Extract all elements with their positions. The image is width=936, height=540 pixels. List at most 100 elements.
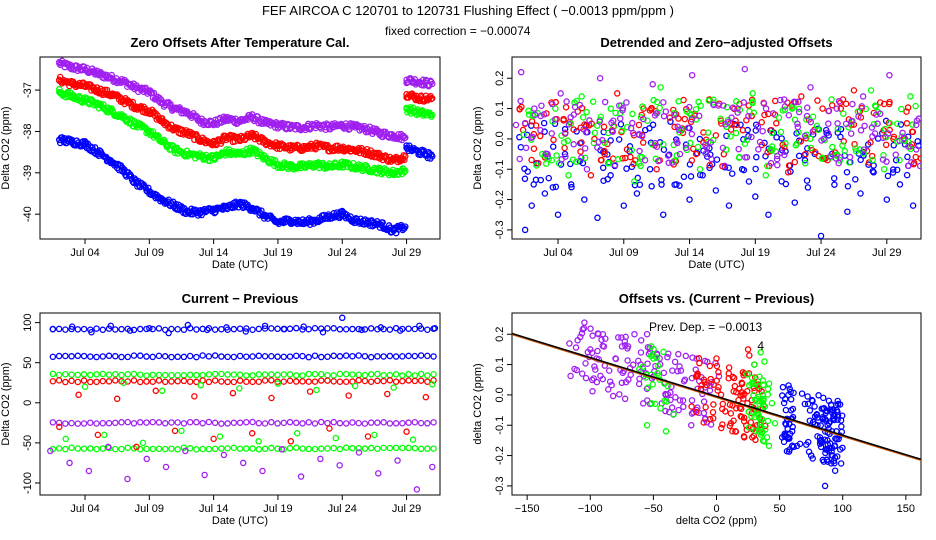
data-point-purple: [297, 473, 305, 480]
series-point-red: [706, 362, 714, 370]
series-point-purple: [578, 154, 585, 161]
band-point: [411, 444, 419, 452]
series-point-blue: [642, 126, 649, 134]
band-point: [211, 370, 219, 378]
data-point-blue: [377, 221, 385, 228]
band-point: [380, 353, 387, 360]
x-tick-label: Jul 29: [872, 247, 901, 259]
data-point-blue: [146, 188, 153, 195]
series-point-red: [707, 375, 714, 383]
band-point: [186, 352, 194, 360]
band-point: [218, 445, 225, 452]
data-point-red: [68, 80, 76, 88]
series-point-purple: [824, 129, 832, 137]
band-point: [118, 371, 125, 379]
data-point-red: [403, 428, 410, 435]
plot-area: [56, 57, 436, 237]
series-point-blue: [617, 121, 625, 128]
band-point: [305, 353, 312, 361]
data-point-red: [158, 117, 166, 125]
band-point: [99, 370, 107, 378]
series-point-blue: [599, 164, 607, 172]
x-tick-label: Jul 29: [392, 503, 421, 515]
chart-detrended: Detrended and Zero−adjusted Offsets Jul 0…: [472, 35, 922, 271]
series-point-purple: [674, 123, 681, 130]
x-tick-label: Jul 29: [392, 247, 421, 259]
data-point-red: [248, 430, 256, 437]
series-point-red: [562, 103, 570, 111]
series-point-blue: [781, 431, 789, 439]
series-point-green: [748, 380, 755, 388]
data-point-blue: [396, 327, 404, 334]
series-point-green: [795, 105, 803, 112]
series-point-blue: [821, 436, 829, 443]
data-point-purple: [688, 71, 696, 79]
band-point: [99, 377, 107, 385]
band-point: [342, 352, 350, 359]
data-point-blue: [817, 232, 825, 239]
data-point-purple: [403, 76, 410, 84]
series-point-purple: [627, 371, 634, 378]
series-point-purple: [643, 385, 651, 393]
data-point-red: [692, 150, 700, 158]
data-point-purple: [287, 124, 295, 131]
data-point-red: [837, 105, 845, 112]
band-point: [93, 325, 100, 332]
data-point-green: [757, 349, 764, 356]
data-point-green: [650, 355, 657, 362]
data-point-purple: [820, 135, 827, 143]
data-point-red: [732, 428, 739, 435]
series-point-purple: [582, 360, 589, 367]
data-point-purple: [624, 343, 632, 350]
chart-title: Offsets vs. (Current − Previous): [619, 291, 814, 306]
data-point-blue: [725, 202, 733, 209]
data-point-blue: [567, 181, 575, 188]
data-point-green: [248, 146, 256, 154]
series-point-green: [581, 154, 589, 162]
data-point-blue: [819, 415, 826, 423]
series-point-purple: [538, 102, 545, 109]
series-point-purple: [563, 98, 570, 105]
band-point: [130, 370, 138, 378]
series-point-red: [372, 150, 379, 158]
series-point-purple: [781, 103, 789, 110]
band-point: [386, 371, 394, 379]
band-point: [199, 352, 206, 359]
band-point: [87, 378, 94, 386]
band-point: [324, 325, 331, 332]
data-point-green: [158, 387, 166, 395]
y-tick-label: -40: [22, 206, 34, 222]
data-point-blue: [403, 144, 410, 152]
series-point-purple: [849, 100, 856, 108]
series-point-blue: [706, 144, 713, 152]
data-point-blue: [821, 482, 829, 490]
series-point-green: [694, 143, 702, 151]
series-point-purple: [588, 349, 596, 357]
band-point: [311, 420, 319, 427]
series-point-green: [393, 167, 401, 175]
series-point-green: [673, 152, 681, 159]
series-point-blue: [789, 423, 796, 431]
data-point-purple: [544, 150, 551, 158]
series-point-purple: [777, 96, 784, 104]
band-point: [130, 326, 138, 334]
band-point: [174, 446, 181, 453]
series-point-green: [840, 110, 847, 117]
fit-line-secondary: [512, 333, 921, 462]
series-point-blue: [778, 135, 785, 142]
band-point: [243, 445, 250, 452]
band-point: [186, 371, 194, 379]
data-point-red: [403, 90, 410, 98]
series-point-red: [706, 162, 713, 169]
y-tick-label: -39: [22, 165, 34, 181]
series-point-green: [807, 135, 814, 143]
series-point-green: [723, 103, 731, 111]
band-point: [399, 377, 406, 385]
series-point-purple: [522, 119, 529, 127]
series-point-blue: [781, 395, 789, 403]
series-point-blue: [561, 125, 569, 133]
band-point: [424, 420, 431, 427]
band-point: [274, 371, 281, 379]
band-point: [93, 353, 100, 361]
series-point-red: [709, 409, 717, 416]
